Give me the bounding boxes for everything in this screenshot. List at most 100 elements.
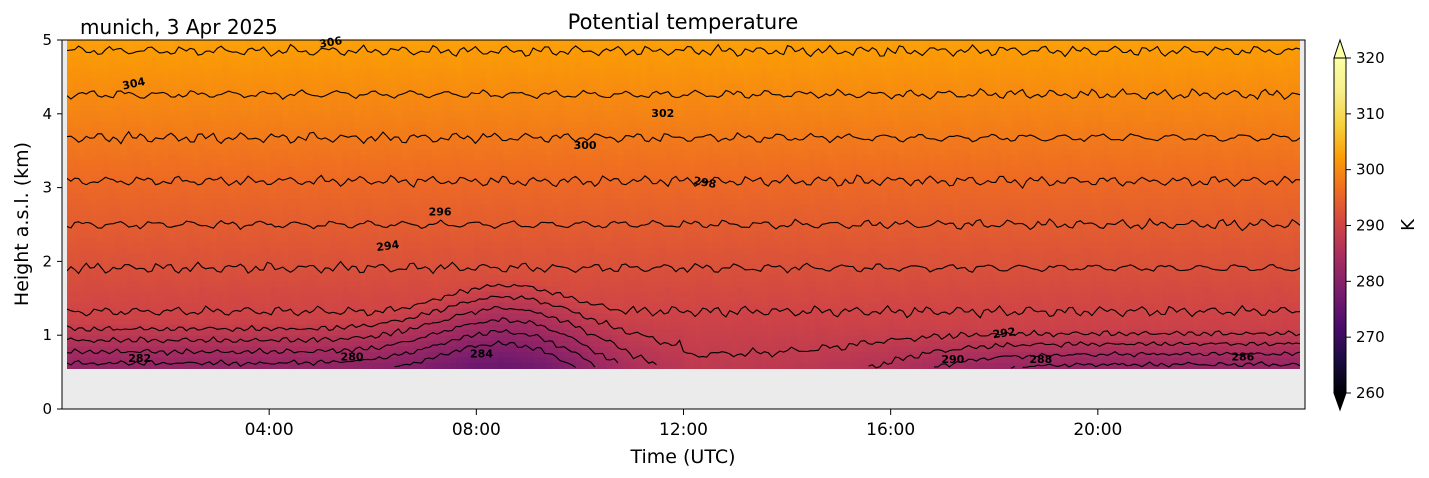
heatmap-cell [521, 264, 529, 271]
heatmap-cell [348, 253, 355, 260]
heatmap-cell [108, 149, 116, 156]
heatmap-cell [462, 286, 469, 293]
heatmap-cell [150, 176, 158, 183]
heatmap-cell [270, 56, 278, 63]
heatmap-cell [485, 83, 493, 90]
heatmap-cell [497, 242, 505, 249]
heatmap-cell [444, 149, 451, 156]
heatmap-cell [324, 61, 331, 68]
heatmap-cell [533, 171, 541, 178]
heatmap-cell [503, 40, 511, 47]
heatmap-cell [300, 122, 308, 129]
heatmap-cell [228, 100, 236, 107]
heatmap-cell [132, 237, 140, 244]
heatmap-cell [270, 247, 278, 255]
heatmap-cell [485, 319, 493, 326]
heatmap-cell [390, 187, 397, 194]
heatmap-cell [420, 209, 427, 216]
heatmap-cell [521, 330, 529, 337]
heatmap-cell [539, 351, 547, 359]
heatmap-cell [360, 280, 367, 287]
heatmap-cell [288, 40, 296, 47]
heatmap-cell [234, 264, 242, 271]
heatmap-cell [102, 220, 110, 227]
heatmap-cell [168, 258, 176, 266]
heatmap-cell [234, 362, 242, 369]
heatmap-cell [192, 335, 200, 342]
heatmap-cell [192, 56, 200, 63]
heatmap-cell [468, 258, 475, 266]
heatmap-cell [222, 154, 230, 162]
heatmap-cell [324, 182, 331, 189]
heatmap-cell [288, 187, 296, 194]
heatmap-cell [294, 187, 302, 194]
heatmap-cell [174, 297, 182, 304]
heatmap-cell [456, 144, 463, 151]
heatmap-cell [354, 264, 361, 271]
heatmap-cell [444, 154, 451, 162]
heatmap-cell [114, 105, 122, 112]
heatmap-cell [282, 302, 290, 309]
heatmap-cell [306, 258, 314, 266]
heatmap-cell [366, 253, 373, 260]
heatmap-cell [527, 78, 535, 85]
heatmap-cell [408, 297, 415, 304]
heatmap-cell [180, 133, 188, 140]
heatmap-cell [503, 204, 511, 211]
heatmap-cell [408, 286, 415, 293]
heatmap-cell [551, 209, 559, 216]
heatmap-cell [228, 193, 236, 200]
heatmap-cell [474, 226, 481, 233]
heatmap-cell [150, 105, 158, 112]
heatmap-cell [108, 237, 116, 244]
heatmap-cell [96, 160, 104, 167]
heatmap-cell [414, 111, 421, 118]
heatmap-cell [539, 116, 547, 123]
heatmap-cell [198, 78, 206, 85]
heatmap-cell [491, 111, 499, 118]
heatmap-cell [288, 346, 296, 353]
heatmap-cell [282, 149, 290, 156]
heatmap-cell [372, 171, 379, 178]
heatmap-cell [138, 182, 146, 189]
heatmap-cell [210, 165, 218, 172]
heatmap-cell [162, 346, 170, 353]
heatmap-cell [450, 231, 457, 238]
heatmap-cell [96, 341, 104, 348]
heatmap-cell [216, 362, 224, 369]
heatmap-cell [444, 357, 451, 364]
heatmap-cell [509, 78, 517, 85]
heatmap-cell [306, 242, 314, 249]
heatmap-cell [72, 341, 80, 348]
heatmap-cell [390, 269, 397, 276]
heatmap-cell [402, 144, 409, 151]
heatmap-cell [270, 116, 278, 123]
heatmap-cell [324, 160, 331, 167]
heatmap-cell [144, 198, 152, 205]
heatmap-cell [156, 253, 164, 260]
heatmap-cell [372, 280, 379, 287]
heatmap-cell [156, 319, 164, 326]
heatmap-cell [372, 50, 379, 58]
heatmap-cell [162, 269, 170, 276]
heatmap-cell [276, 302, 284, 309]
heatmap-cell [234, 61, 242, 68]
heatmap-cell [372, 313, 379, 320]
heatmap-cell [264, 56, 272, 63]
heatmap-cell [180, 182, 188, 189]
heatmap-cell [282, 286, 290, 293]
heatmap-cell [156, 176, 164, 183]
heatmap-cell [186, 127, 194, 134]
heatmap-cell [132, 83, 140, 90]
heatmap-cell [557, 269, 565, 276]
heatmap-cell [294, 319, 302, 326]
heatmap-cell [138, 209, 146, 216]
heatmap-cell [527, 362, 535, 369]
heatmap-cell [276, 253, 284, 260]
heatmap-cell [390, 357, 397, 364]
heatmap-cell [246, 61, 254, 68]
heatmap-cell [252, 242, 260, 249]
heatmap-cell [198, 61, 206, 68]
heatmap-cell [432, 291, 439, 298]
heatmap-cell [366, 242, 373, 249]
